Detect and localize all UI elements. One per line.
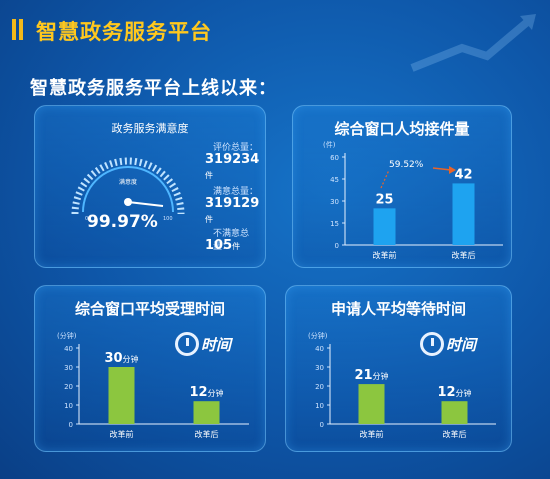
x-tick-label: 改革前 <box>373 250 397 260</box>
bar-2 <box>193 401 220 424</box>
data-label-unit: 分钟 <box>373 371 389 381</box>
bar-2 <box>452 183 475 245</box>
data-label-1: 25 <box>375 192 393 207</box>
data-label-2: 12分钟 <box>437 385 471 400</box>
unsatisfied-value: 105件 <box>205 238 241 253</box>
total-value: 319234件 <box>205 152 260 180</box>
y-axis-label: (分钟) <box>57 331 77 340</box>
y-tick-label: 20 <box>64 383 73 391</box>
y-tick-label: 10 <box>315 402 324 410</box>
waiting-time-panel: 申请人平均等待时间 时间 (分钟) 0 10 20 30 40 21分钟改革前 12分钟改革后 <box>285 285 512 452</box>
y-tick-label: 40 <box>64 345 73 353</box>
decorative-arrow-graphic <box>410 14 536 72</box>
data-label-unit: 分钟 <box>208 388 224 398</box>
satisfied-label: 满意总量： <box>213 187 259 197</box>
data-label-1: 21分钟 <box>354 368 388 383</box>
header-bar: 智慧政务服务平台 <box>0 0 550 62</box>
unsatisfied-label: 不满意总量： <box>213 229 250 252</box>
y-axis-label: (分钟) <box>308 331 328 340</box>
gauge-label: 满意度 <box>119 178 137 186</box>
data-label-1: 30分钟 <box>104 351 138 366</box>
total-label: 评价总量： <box>213 143 259 153</box>
processing-time-panel: 综合窗口平均受理时间 时间 (分钟) 0 10 20 30 40 30分钟改革前 12分钟改革… <box>34 285 266 452</box>
growth-dashed-line <box>380 169 390 189</box>
y-tick-label: 40 <box>315 345 324 353</box>
waiting-time-title: 申请人平均等待时间 <box>330 300 466 318</box>
y-axis-label: (件) <box>323 140 336 149</box>
growth-annotation: 59.52% <box>389 160 424 170</box>
gauge-min: 0 <box>85 216 88 222</box>
y-tick-label: 20 <box>315 383 324 391</box>
x-tick-label: 改革后 <box>195 429 219 439</box>
satisfaction-gauge: 满意度 0 100 <box>71 157 185 222</box>
y-tick-label: 0 <box>335 242 339 250</box>
data-label-2: 42 <box>454 167 472 182</box>
x-tick-label: 改革后 <box>452 250 476 260</box>
time-logo-text: 时间 <box>201 335 232 354</box>
y-tick-label: 30 <box>315 364 324 372</box>
data-label-2: 12分钟 <box>189 385 223 400</box>
time-logo: 时间 <box>420 332 476 356</box>
caseload-chart: (件) 0 15 30 45 60 25 改革前 42 改革后 59.52% <box>323 140 503 260</box>
data-label-unit: 分钟 <box>123 354 139 364</box>
y-tick-label: 45 <box>330 176 339 184</box>
bar-1 <box>373 208 396 245</box>
headline: 智慧政务服务平台上线以来： <box>30 78 277 99</box>
y-tick-label: 60 <box>330 154 339 162</box>
x-tick-label: 改革前 <box>110 429 134 439</box>
processing-time-title: 综合窗口平均受理时间 <box>74 300 225 318</box>
caseload-title: 综合窗口人均接件量 <box>334 120 470 138</box>
data-label-unit: 分钟 <box>456 388 472 398</box>
bar-1 <box>108 367 135 424</box>
bar-1 <box>358 384 385 424</box>
page-title: 智慧政务服务平台 <box>36 20 212 44</box>
y-tick-label: 15 <box>330 220 339 228</box>
header-accent-bars <box>12 19 26 44</box>
x-tick-label: 改革后 <box>443 429 467 439</box>
growth-arrowhead <box>449 166 456 174</box>
bar-2 <box>441 401 468 424</box>
gauge-max: 100 <box>163 216 173 222</box>
satisfied-value: 319129件 <box>205 196 260 224</box>
satisfaction-title: 政务服务满意度 <box>111 122 189 135</box>
y-tick-label: 10 <box>64 402 73 410</box>
clock-icon <box>175 332 199 356</box>
y-tick-label: 0 <box>69 421 73 429</box>
time-logo-text: 时间 <box>446 335 477 354</box>
growth-arrow <box>432 167 452 171</box>
y-tick-label: 0 <box>320 421 324 429</box>
caseload-panel: 综合窗口人均接件量 (件) 0 15 30 45 60 25 改革前 42 改革后 59.52% <box>292 105 512 268</box>
y-tick-label: 30 <box>64 364 73 372</box>
clock-icon <box>420 332 444 356</box>
time-logo: 时间 <box>175 332 231 356</box>
y-tick-label: 30 <box>330 198 339 206</box>
x-tick-label: 改革前 <box>360 429 384 439</box>
satisfaction-percent: 99.97% <box>87 212 158 232</box>
satisfaction-panel: 政务服务满意度 满意度 0 100 99.97% 评价总量： 319234件 满… <box>34 105 266 268</box>
